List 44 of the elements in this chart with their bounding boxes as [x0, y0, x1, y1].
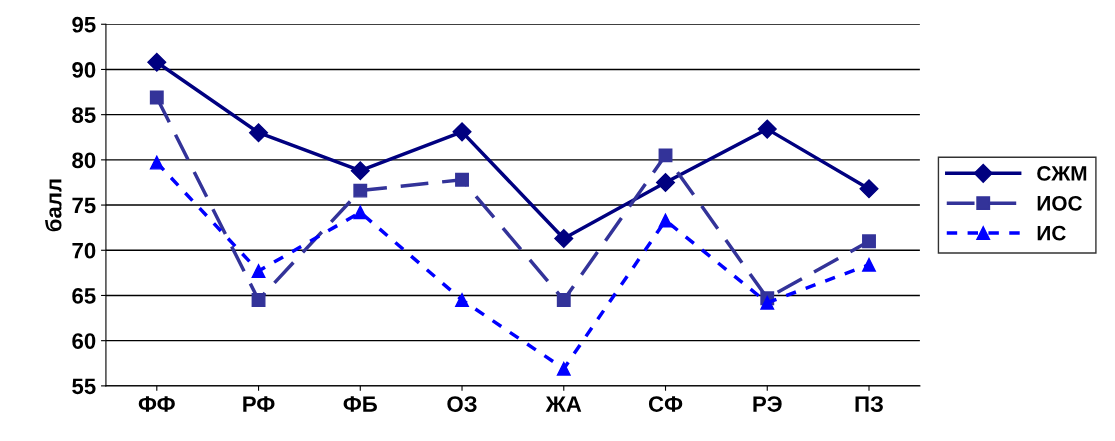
y-tick-label: 70 — [72, 242, 96, 259]
y-tick-label: 80 — [72, 152, 96, 169]
point — [760, 295, 775, 310]
point — [149, 155, 164, 170]
y-tick-label: 55 — [72, 378, 96, 395]
point — [350, 161, 370, 181]
point — [251, 293, 266, 307]
x-tick-label: ОЗ — [447, 396, 477, 412]
point — [556, 293, 571, 307]
point — [757, 119, 777, 139]
point — [556, 361, 571, 376]
point — [862, 257, 876, 272]
point — [147, 52, 167, 72]
y-axis-title: балл — [45, 179, 62, 232]
x-tick-label: ФБ — [343, 396, 377, 412]
x-tick-label: ПЗ — [855, 396, 883, 412]
y-tick-label: 90 — [72, 61, 96, 78]
point — [859, 179, 879, 199]
y-tick-label: 95 — [72, 16, 96, 33]
point — [655, 172, 676, 192]
point — [353, 205, 368, 220]
point — [658, 148, 673, 163]
x-tick-label: СФ — [648, 396, 683, 412]
point — [251, 264, 266, 279]
legend-label: ИОС — [1037, 195, 1082, 211]
point — [249, 123, 269, 143]
y-tick-label: 85 — [72, 107, 96, 123]
legend-label: СЖМ — [1037, 166, 1087, 181]
y-tick-label: 75 — [72, 197, 96, 214]
point — [455, 172, 469, 187]
y-tick-label: 60 — [72, 333, 96, 349]
legend-label: ИС — [1037, 225, 1066, 241]
point — [452, 122, 472, 142]
point — [554, 228, 574, 249]
point — [353, 183, 368, 198]
x-tick-label: РЭ — [753, 396, 782, 412]
point — [862, 234, 876, 249]
x-tick-label: ФФ — [138, 396, 175, 412]
point — [658, 213, 673, 228]
x-tick-label: РФ — [243, 396, 275, 412]
y-tick-label: 65 — [72, 288, 96, 304]
point — [455, 293, 469, 307]
point — [149, 90, 164, 105]
x-tick-label: ЖА — [545, 396, 582, 412]
